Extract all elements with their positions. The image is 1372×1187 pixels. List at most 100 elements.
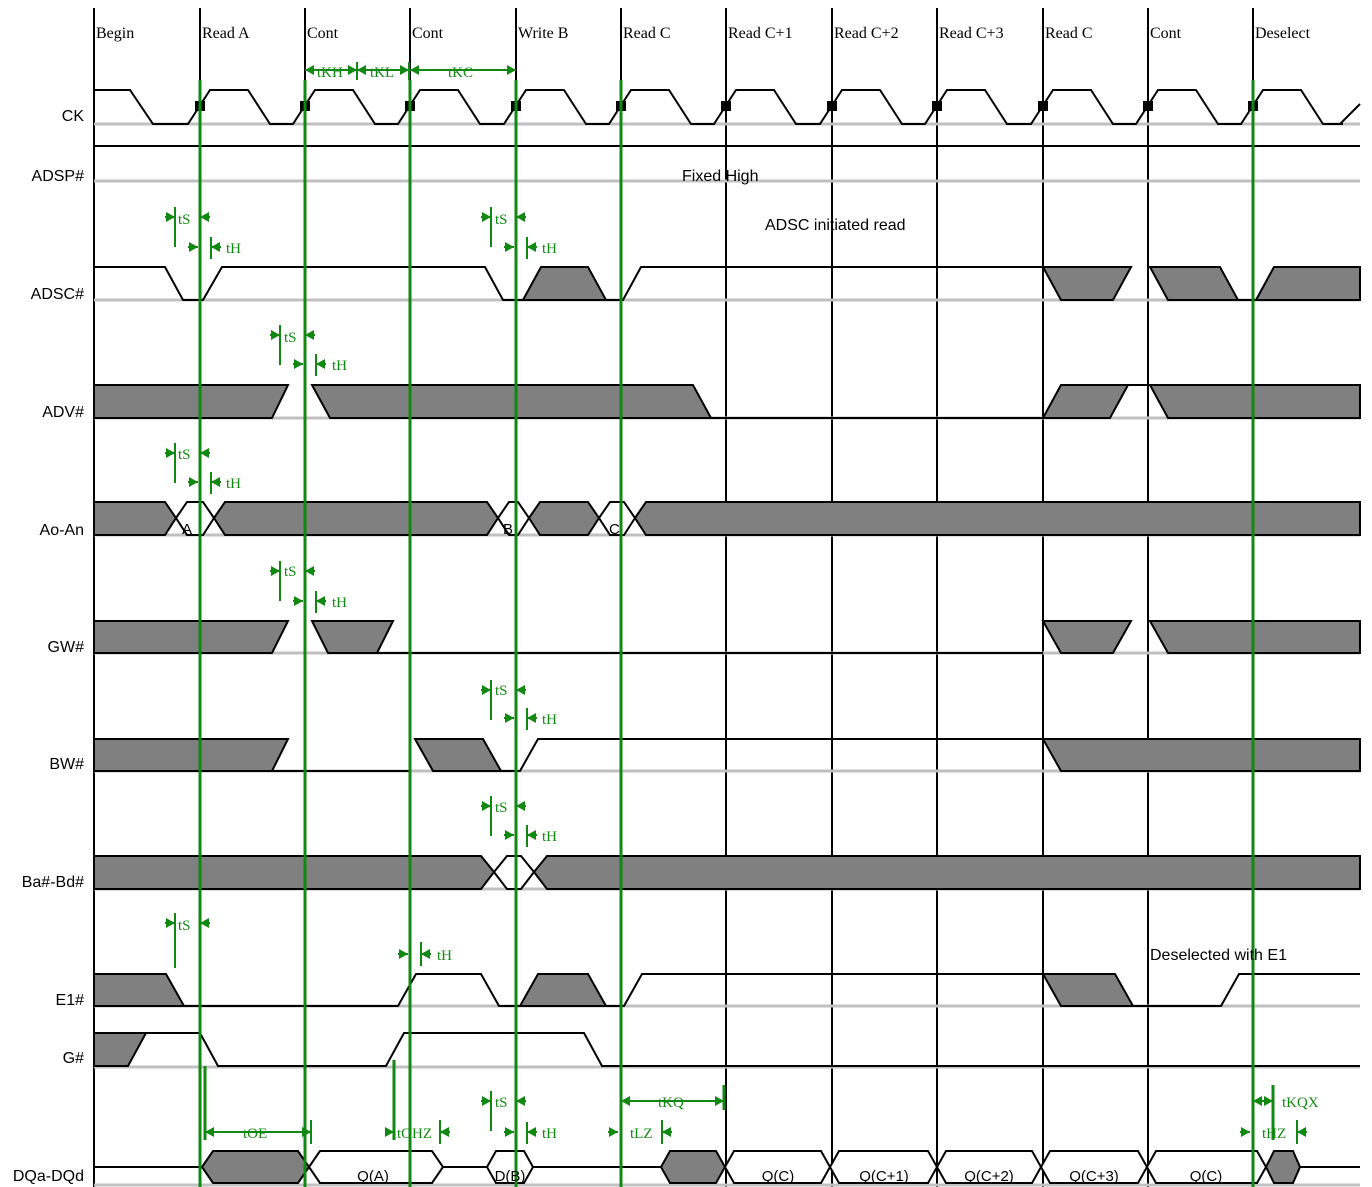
arrow-left-icon [205, 1127, 214, 1137]
clock-edge-marker [721, 101, 731, 111]
arrow-left-icon [1253, 1096, 1262, 1106]
cycle-label-write-b: Write B [518, 25, 568, 42]
data-value-qa: Q(A) [357, 1168, 389, 1185]
gw-dontcare [93, 620, 290, 654]
tS-label: tS [178, 447, 191, 463]
address-value-a: A [182, 521, 192, 538]
arrow-right-icon [609, 1127, 618, 1137]
timing-markers [165, 62, 1307, 1187]
e1-dontcare [93, 973, 186, 1007]
adv-dontcare [93, 384, 290, 419]
arrow-right-icon [385, 1127, 394, 1137]
note-adsc-read: ADSC initiated read [765, 217, 906, 234]
clock-waveform [94, 89, 1361, 125]
data-value-qc2: Q(C+2) [964, 1168, 1014, 1185]
byte-enable-dontcare [93, 855, 496, 890]
cycle-grid [93, 8, 1254, 1187]
tLZ-label: tLZ [630, 1126, 653, 1142]
arrow-right-icon [1264, 1096, 1273, 1106]
tS-label: tS [495, 1095, 508, 1111]
arrow-left-icon [421, 949, 430, 959]
clock-label-tkc: tKC [448, 65, 473, 81]
note-deselect-e1: Deselected with E1 [1150, 947, 1287, 964]
waveforms [93, 89, 1361, 1184]
arrow-right-icon [482, 685, 491, 695]
data-value-qc: Q(C) [762, 1168, 795, 1185]
arrow-left-icon [316, 596, 325, 606]
address-dontcare [93, 501, 178, 536]
signal-label-address: Ao-An [40, 522, 84, 539]
tS-label: tS [178, 918, 191, 934]
tS-label: tS [495, 212, 508, 228]
data-values: Q(A) D(B) Q(C) Q(C+1) Q(C+2) Q(C+3) Q(C) [357, 1168, 1222, 1185]
adsc-dontcare [1148, 266, 1240, 301]
signal-label-adsp: ADSP# [32, 168, 85, 185]
arrow-right-icon [505, 830, 514, 840]
dq-dontcare [1264, 1150, 1302, 1184]
signal-label-g: G# [63, 1050, 84, 1067]
bw-waveform [501, 738, 1043, 772]
arrow-left-icon [527, 713, 536, 723]
arrow-right-icon [166, 212, 175, 222]
gw-dontcare [1041, 620, 1133, 654]
tS-label: tS [178, 212, 191, 228]
arrow-left-icon [662, 1127, 671, 1137]
signal-label-byte-enables: Ba#-Bd# [22, 874, 84, 891]
signal-label-e1: E1# [56, 992, 85, 1009]
data-value-qc1: Q(C+1) [859, 1168, 909, 1185]
tH-label: tH [437, 948, 452, 964]
tH-label: tH [542, 1126, 557, 1142]
arrow-left-icon [211, 242, 220, 252]
arrow-right-icon [166, 918, 175, 928]
adsc-dontcare [521, 266, 608, 301]
signal-label-dq: DQa-DQd [13, 1168, 84, 1185]
address-value-b: B [503, 521, 513, 538]
arrow-left-icon [516, 685, 525, 695]
arrow-left-icon [516, 1096, 525, 1106]
arrow-right-icon [482, 801, 491, 811]
tKQ-label: tKQ [658, 1095, 684, 1111]
data-value-qc-last: Q(C) [1190, 1168, 1223, 1185]
arrow-left-icon [527, 1127, 536, 1137]
gw-dontcare [310, 620, 395, 654]
timing-text-labels: tS tH tS tH tS tH tS tH tS tH tS tH tS t… [178, 212, 1319, 1142]
bw-dontcare [1041, 738, 1361, 772]
arrow-right-icon [507, 65, 516, 75]
arrow-right-icon [505, 1127, 514, 1137]
tH-label: tH [542, 241, 557, 257]
tS-label: tS [495, 683, 508, 699]
tHZ-label: tHZ [1262, 1126, 1286, 1142]
arrow-left-icon [516, 212, 525, 222]
arrow-left-icon [305, 566, 314, 576]
e1-dontcare [518, 973, 608, 1007]
bw-dontcare [413, 738, 503, 772]
data-value-db: D(B) [495, 1168, 526, 1185]
arrow-left-icon [621, 1096, 630, 1106]
address-values: A B C [182, 521, 620, 538]
arrow-right-icon [271, 566, 280, 576]
tS-label: tS [284, 564, 297, 580]
tH-label: tH [226, 476, 241, 492]
signal-labels: CK ADSP# ADSC# ADV# Ao-An GW# BW# Ba#-Bd… [13, 108, 84, 1185]
tKQX-label: tKQX [1282, 1095, 1319, 1111]
arrow-left-icon [200, 212, 209, 222]
arrow-right-icon [189, 477, 198, 487]
signal-label-bw: BW# [49, 756, 84, 773]
arrow-left-icon [200, 918, 209, 928]
adsc-waveform [606, 266, 1043, 301]
arrow-right-icon [505, 713, 514, 723]
arrow-left-icon [200, 448, 209, 458]
arrow-right-icon [482, 212, 491, 222]
adsc-dontcare [1254, 266, 1361, 301]
arrow-right-icon [189, 242, 198, 252]
cycle-label-read-c: Read C [623, 25, 671, 42]
arrow-right-icon [348, 65, 357, 75]
address-value-c: C [609, 521, 620, 538]
tOE-label: tOE [243, 1126, 267, 1142]
cycle-label-read-c-2: Read C [1045, 25, 1093, 42]
g-waveform [146, 1032, 1360, 1067]
adv-dontcare [1041, 384, 1130, 419]
clock-edge-marker [1143, 101, 1153, 111]
tH-label: tH [226, 241, 241, 257]
